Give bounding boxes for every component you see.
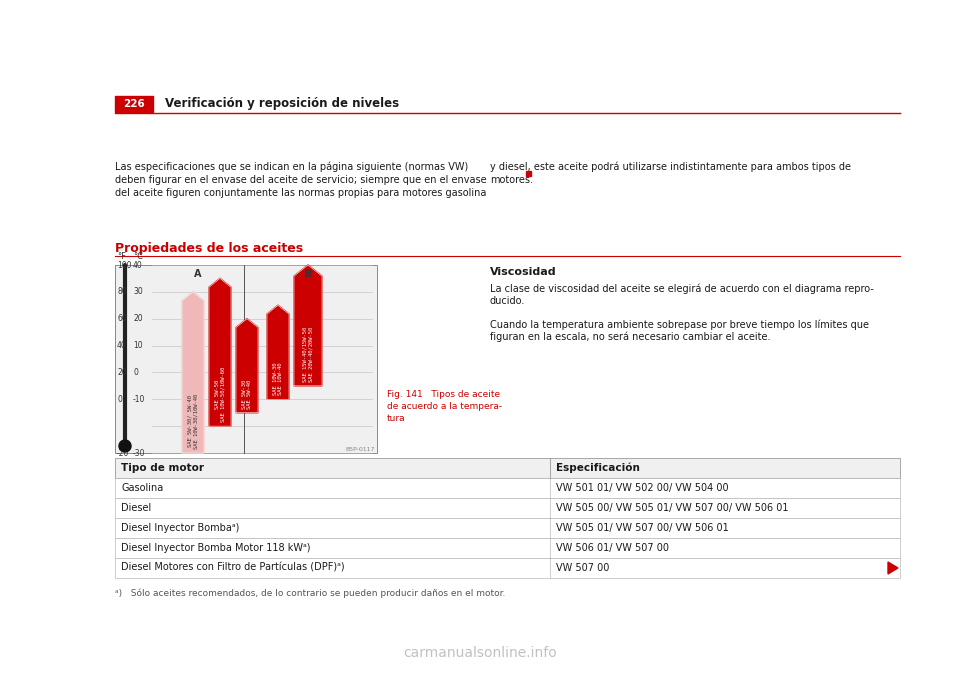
Text: -30: -30 bbox=[133, 449, 146, 458]
Text: 40: 40 bbox=[117, 341, 127, 350]
Text: B5P-0117: B5P-0117 bbox=[346, 447, 375, 452]
Text: La clase de viscosidad del aceite se elegirá de acuerdo con el diagrama repro-: La clase de viscosidad del aceite se ele… bbox=[490, 283, 874, 294]
Text: 60: 60 bbox=[117, 314, 127, 323]
Text: deben figurar en el envase del aceite de servicio; siempre que en el envase: deben figurar en el envase del aceite de… bbox=[115, 175, 487, 185]
Text: Gasolina: Gasolina bbox=[121, 483, 163, 493]
Text: B: B bbox=[304, 269, 312, 279]
Text: VW 506 01/ VW 507 00: VW 506 01/ VW 507 00 bbox=[556, 543, 669, 553]
Bar bbox=[115, 458, 900, 478]
Text: -20: -20 bbox=[117, 449, 130, 458]
Text: y diesel, este aceite podrá utilizarse indistintamente para ambos tipos de: y diesel, este aceite podrá utilizarse i… bbox=[490, 162, 851, 172]
Text: A: A bbox=[195, 269, 202, 279]
Text: °C: °C bbox=[133, 252, 143, 261]
Text: Tipo de motor: Tipo de motor bbox=[121, 463, 204, 473]
Text: 20: 20 bbox=[117, 368, 127, 377]
Bar bbox=[115, 96, 153, 112]
Circle shape bbox=[119, 440, 131, 452]
Bar bbox=[526, 171, 531, 176]
Polygon shape bbox=[236, 319, 258, 413]
Text: Verificación y reposición de niveles: Verificación y reposición de niveles bbox=[165, 98, 399, 111]
Polygon shape bbox=[888, 562, 898, 574]
Text: 0: 0 bbox=[117, 395, 122, 404]
Text: VW 505 01/ VW 507 00/ VW 506 01: VW 505 01/ VW 507 00/ VW 506 01 bbox=[556, 523, 729, 533]
Bar bbox=[115, 538, 900, 558]
Text: 0: 0 bbox=[133, 368, 138, 377]
Text: 10: 10 bbox=[133, 341, 143, 350]
Text: motores.: motores. bbox=[490, 175, 533, 185]
Text: 20: 20 bbox=[133, 314, 143, 323]
Bar bbox=[115, 265, 377, 453]
Text: SAE 10W-30
SAE 10W-40: SAE 10W-30 SAE 10W-40 bbox=[273, 363, 283, 395]
Polygon shape bbox=[294, 265, 322, 386]
Text: SAE 5W-30/ 5W-40
SAE 10W-30/10W-40: SAE 5W-30/ 5W-40 SAE 10W-30/10W-40 bbox=[187, 394, 199, 449]
Text: -10: -10 bbox=[133, 395, 145, 404]
Text: carmanualsonline.info: carmanualsonline.info bbox=[403, 646, 557, 660]
Text: del aceite figuren conjuntamente las normas propias para motores gasolina: del aceite figuren conjuntamente las nor… bbox=[115, 188, 487, 198]
Text: Cuando la temperatura ambiente sobrepase por breve tiempo los límites que: Cuando la temperatura ambiente sobrepase… bbox=[490, 319, 869, 330]
Text: Diesel Inyector Bomba Motor 118 kWᵃ): Diesel Inyector Bomba Motor 118 kWᵃ) bbox=[121, 543, 310, 553]
Text: Diesel Motores con Filtro de Partículas (DPF)ᵃ): Diesel Motores con Filtro de Partículas … bbox=[121, 563, 345, 573]
Text: ᵃ)   Sólo aceites recomendados, de lo contrario se pueden producir daños en el m: ᵃ) Sólo aceites recomendados, de lo cont… bbox=[115, 588, 505, 597]
Bar bbox=[115, 498, 900, 518]
Bar bbox=[115, 518, 900, 538]
Text: SAE 5W-50
SAE 10W-50/10W-60: SAE 5W-50 SAE 10W-50/10W-60 bbox=[215, 367, 226, 422]
Polygon shape bbox=[182, 292, 204, 453]
Text: 100: 100 bbox=[117, 260, 132, 269]
Text: Fig. 141   Tipos de aceite
de acuerdo a la tempera-
tura: Fig. 141 Tipos de aceite de acuerdo a la… bbox=[387, 391, 502, 423]
Text: Las especificaciones que se indican en la página siguiente (normas VW): Las especificaciones que se indican en l… bbox=[115, 162, 468, 172]
Bar bbox=[115, 558, 900, 578]
Text: VW 501 01/ VW 502 00/ VW 504 00: VW 501 01/ VW 502 00/ VW 504 00 bbox=[556, 483, 729, 493]
Text: °F: °F bbox=[117, 252, 126, 261]
Text: 40: 40 bbox=[133, 260, 143, 269]
Text: Diesel Inyector Bombaᵃ): Diesel Inyector Bombaᵃ) bbox=[121, 523, 239, 533]
Polygon shape bbox=[209, 279, 231, 426]
Text: Viscosidad: Viscosidad bbox=[490, 267, 557, 277]
Text: 30: 30 bbox=[133, 287, 143, 296]
Text: 226: 226 bbox=[123, 99, 145, 109]
Polygon shape bbox=[267, 305, 289, 399]
Text: ducido.: ducido. bbox=[490, 296, 525, 306]
Text: Propiedades de los aceites: Propiedades de los aceites bbox=[115, 242, 303, 255]
Text: SAE 5W-30
SAE 5W-40: SAE 5W-30 SAE 5W-40 bbox=[242, 380, 252, 409]
Text: 80: 80 bbox=[117, 287, 127, 296]
Text: VW 507 00: VW 507 00 bbox=[556, 563, 610, 573]
Text: figuran en la escala, no será necesario cambiar el aceite.: figuran en la escala, no será necesario … bbox=[490, 332, 771, 342]
Bar bbox=[115, 478, 900, 498]
Text: Diesel: Diesel bbox=[121, 503, 152, 513]
Text: SAE 15W-40/15W-50
SAE 20W-40/20W-50: SAE 15W-40/15W-50 SAE 20W-40/20W-50 bbox=[302, 327, 313, 382]
Text: Especificación: Especificación bbox=[556, 463, 640, 473]
Text: VW 505 00/ VW 505 01/ VW 507 00/ VW 506 01: VW 505 00/ VW 505 01/ VW 507 00/ VW 506 … bbox=[556, 503, 788, 513]
